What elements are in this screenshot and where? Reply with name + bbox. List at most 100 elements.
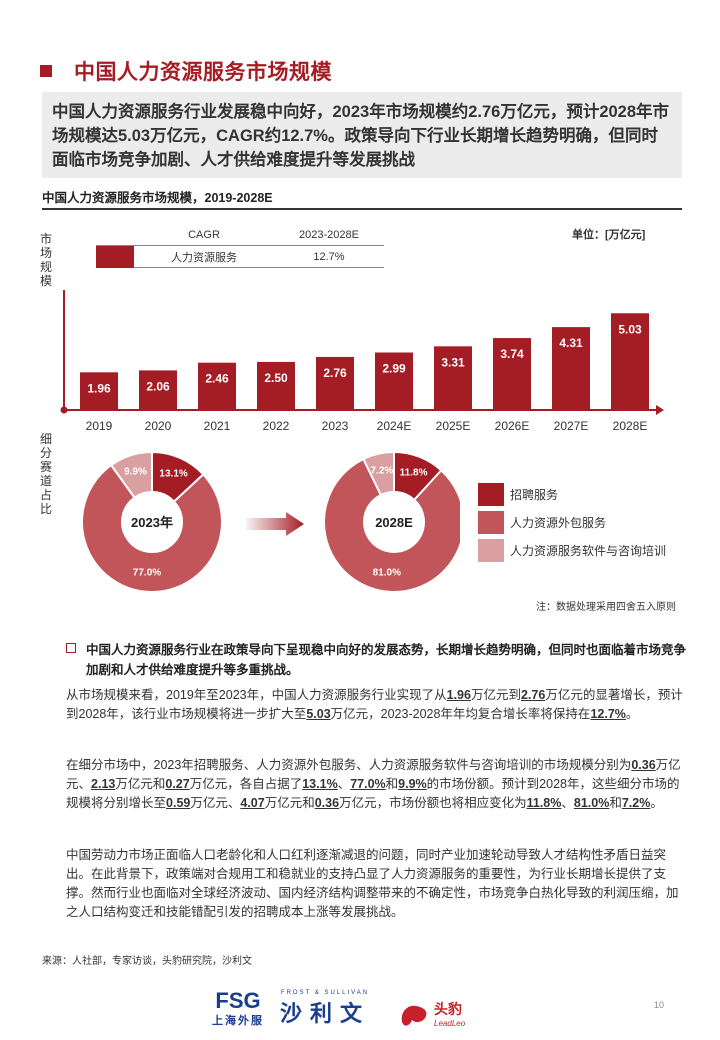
legend-swatch [478,538,504,562]
shaliwen-logo-text: 沙利文 [280,1001,371,1026]
highlighted-value: 0.36 [631,758,656,772]
page-number: 10 [654,1000,665,1010]
highlighted-value: 11.8% [526,796,562,810]
highlighted-value: 4.07 [240,796,265,810]
legend-label: 人力资源服务软件与咨询培训 [510,543,667,558]
bar-value-label: 1.96 [87,381,111,395]
cagr-table: CAGR 2023-2028E 人力资源服务 12.7% [96,224,384,268]
left-label-segment-share: 细分赛道占比 [40,432,53,516]
x-tick-label: 2021 [204,419,231,433]
frost-sullivan-logo: FROST & SULLIVAN 沙利文 [280,990,370,1028]
axis-origin-dot [60,406,68,414]
paragraph-2: 在细分市场中，2023年招聘服务、人力资源外包服务、人力资源服务软件与咨询培训的… [66,756,686,813]
pie-legend-item: 招聘服务 [478,480,666,508]
paragraph-text: 万亿元、 [66,758,681,791]
paragraph-text: 万亿元的显著增长，预计到2028年，该行业市场规模将进一步扩大至 [66,688,683,721]
pie-center-title: 2028E [375,515,413,530]
bar [434,346,472,410]
legend-label: 人力资源外包服务 [510,515,607,530]
bar [611,313,649,410]
bar-value-label: 5.03 [618,322,642,336]
frost-logo-text: FROST & SULLIVAN [280,990,370,996]
fsg-logo-sub: 上海外服 [212,1015,264,1027]
summary-box: 中国人力资源服务行业发展稳中向好，2023年市场规模约2.76万亿元，预计202… [42,92,682,178]
cagr-table-header: CAGR 2023-2028E [96,224,384,246]
paragraph-text: 、 [561,796,574,810]
x-tick-label: 2022 [263,419,290,433]
pie-value-label: 11.8% [400,468,428,479]
bar-value-label: 4.31 [559,336,583,350]
paragraph-text: 万亿元，2023-2028年年均复合增长率将保持在 [330,707,591,721]
chart-title: 中国人力资源服务市场规模，2019-2028E [42,191,273,205]
x-tick-label: 2024E [377,419,412,433]
paragraph-text: 、 [337,777,351,791]
pie-slice [323,457,460,593]
paragraph-text: 万亿元，各自占据了 [189,777,303,791]
cagr-period: 2023-2028E [299,228,359,241]
source-note: 来源：人社部，专家访谈，头豹研究院，沙利文 [42,956,252,967]
paragraph-text: 万亿元到 [470,688,521,702]
bar-value-label: 2.50 [264,371,288,385]
pie-value-label: 7.2% [370,465,393,476]
page-title: 中国人力资源服务市场规模 [74,61,332,84]
bar [493,338,531,410]
paragraph-text: 万亿元和 [115,777,166,791]
page-title-bar: 中国人力资源服务市场规模 [40,56,332,86]
paragraph-3: 中国劳动力市场正面临人口老龄化和人口红利逐渐减退的问题，同时产业加速轮动导致人才… [66,846,686,922]
chart-title-rule [42,208,682,210]
x-tick-label: 2027E [554,419,589,433]
highlighted-value: 81.0% [573,796,610,810]
paragraph-text: 在细分市场中，2023年招聘服务、人力资源外包服务、人力资源服务软件与咨询培训的… [66,758,632,772]
bar [257,361,295,410]
highlighted-value: 13.1% [302,777,338,791]
summary-text: 中国人力资源服务行业发展稳中向好，2023年市场规模约2.76万亿元，预计202… [52,103,670,169]
bar-value-label: 2.06 [146,379,170,393]
pie-slice [81,463,223,593]
pie-value-label: 81.0% [373,567,401,578]
paragraph-text: 的市场份额。预计到2028年，这些细分市场的规模将分别增长至 [66,777,680,810]
right-arrow-icon [246,512,304,536]
leadleo-icon [401,1005,427,1026]
highlighted-value: 2.13 [91,777,116,791]
cagr-row-label: 人力资源服务 [171,251,237,264]
bar [316,356,354,410]
fsg-logo-text: FSG [215,988,261,1013]
pie-legend: 招聘服务人力资源外包服务人力资源服务软件与咨询培训 [478,480,666,564]
highlighted-value: 1.96 [446,688,471,702]
bar-value-label: 2.46 [205,372,229,386]
bar [80,372,118,410]
pie-value-label: 13.1% [159,469,187,480]
pie-value-label: 9.9% [124,467,147,478]
pie-slice [362,450,395,497]
bar-value-label: 2.99 [382,362,406,376]
x-tick-label: 2025E [436,419,471,433]
leadleo-logo-sub: LeadLeo [434,1019,466,1028]
cagr-header: CAGR [188,228,220,241]
highlighted-value: 0.27 [165,777,190,791]
x-tick-label: 2019 [86,419,113,433]
bullet-checkbox-icon [66,643,76,653]
cagr-row-value: 12.7% [313,250,345,263]
highlighted-value: 77.0% [350,777,386,791]
paragraph-text: 万亿元和 [264,796,315,810]
pie-legend-item: 人力资源服务软件与咨询培训 [478,536,666,564]
pie-charts: 13.1% 77.0% 9.9% 2023年 11.8% 81.0% 7.2% 2028E [81,450,460,593]
note: 注：数据处理采用四舍五入原则 [536,602,676,613]
highlighted-value: 0.59 [166,796,191,810]
bar-value-label: 3.31 [441,355,465,369]
highlighted-value: 9.9% [398,777,427,791]
fsg-logo: FSG 上海外服 [212,990,264,1028]
bar [139,370,177,410]
cagr-table-row: 人力资源服务 12.7% [96,245,384,268]
paragraph-text: 和 [385,777,399,791]
paragraph-text: 。 [625,707,639,721]
leadleo-logo: 头豹 LeadLeo [398,999,465,1028]
x-tick-label: 2020 [145,419,172,433]
paragraph-text: 从市场规模来看，2019年至2023年，中国人力资源服务行业实现了从 [66,688,447,702]
bar [198,362,236,410]
unit-label: 单位：[万亿元] [572,229,646,241]
highlighted-value: 7.2% [621,796,651,810]
x-tick-label: 2023 [322,419,349,433]
left-label-market-size: 市场规模 [40,232,53,288]
paragraph-text: 。 [650,796,663,810]
